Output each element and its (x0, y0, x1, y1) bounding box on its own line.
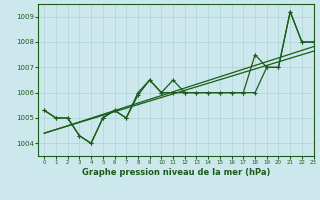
X-axis label: Graphe pression niveau de la mer (hPa): Graphe pression niveau de la mer (hPa) (82, 168, 270, 177)
